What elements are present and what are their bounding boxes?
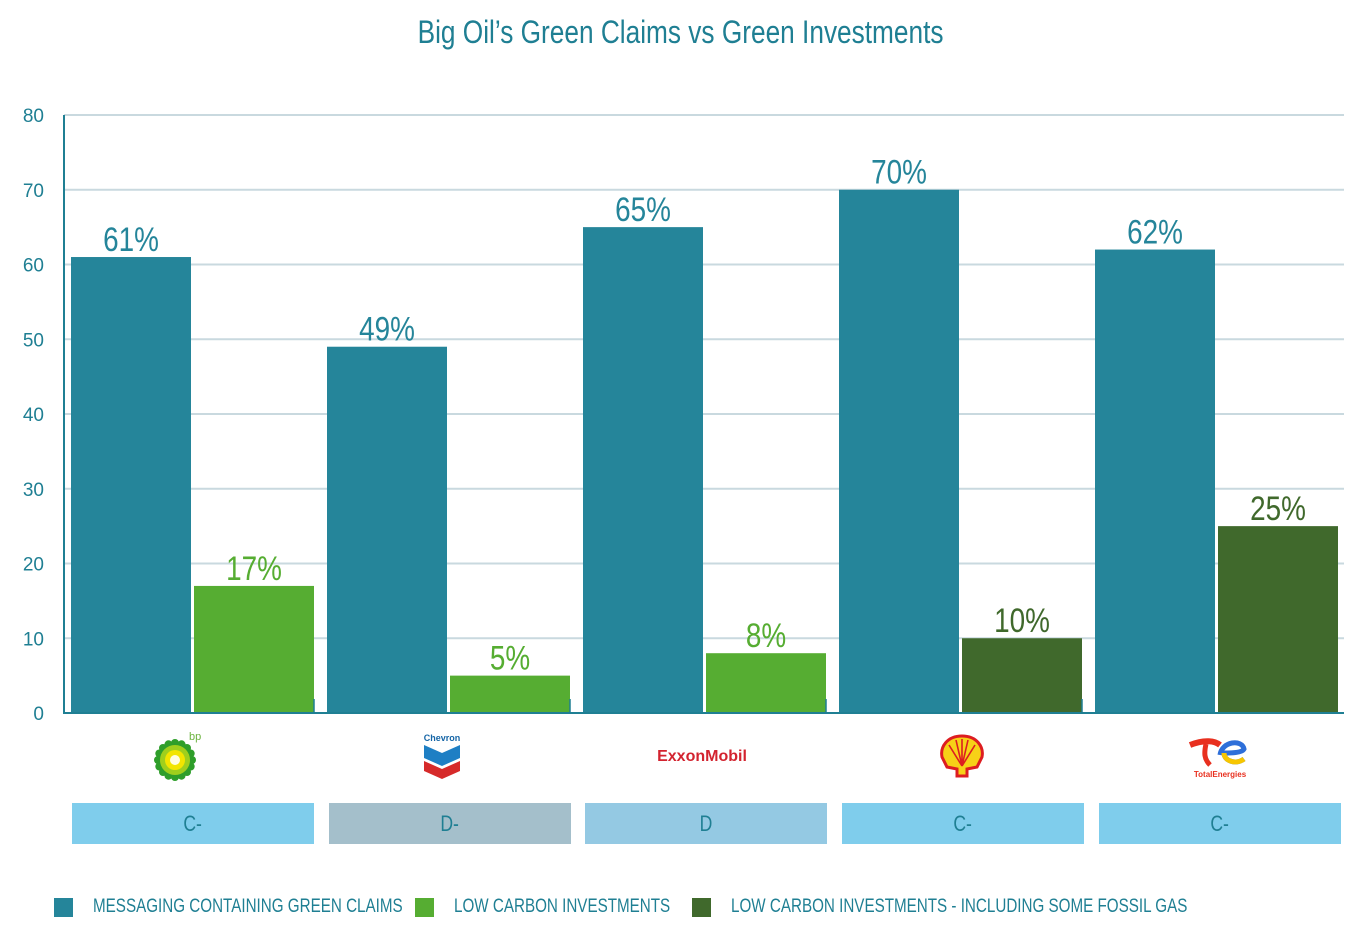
bar-shell-s2 [962, 638, 1082, 713]
value-label: 49% [359, 310, 415, 348]
value-label: 65% [615, 191, 671, 229]
legend-item-claims: MESSAGING CONTAINING GREEN CLAIMS [54, 896, 480, 918]
grade-label: C- [1210, 810, 1230, 836]
bar-bp-s0 [71, 257, 191, 713]
bar-chevron-s0 [327, 346, 447, 713]
y-tick-label: 80 [23, 106, 44, 127]
legend-label: LOW CARBON INVESTMENTS [454, 896, 671, 917]
y-tick-label: 70 [23, 181, 44, 202]
value-label: 5% [490, 639, 530, 677]
value-label: 8% [746, 617, 786, 655]
legend-label: LOW CARBON INVESTMENTS - INCLUDING SOME … [731, 896, 1188, 917]
grade-badge: C- [1099, 803, 1341, 844]
legend-item-low-carbon-gas: LOW CARBON INVESTMENTS - INCLUDING SOME … [692, 896, 1301, 918]
shell-logo [902, 728, 1022, 784]
svg-text:Chevron: Chevron [424, 733, 461, 743]
grade-badge: D [585, 803, 827, 844]
legend-swatch [692, 897, 711, 917]
y-tick-label: 0 [33, 704, 44, 725]
chart-title: Big Oil’s Green Claims vs Green Investme… [417, 14, 944, 50]
legend-item-low-carbon: LOW CARBON INVESTMENTS [415, 896, 724, 918]
totalenergies-logo: TotalEnergies [1160, 728, 1280, 784]
value-label: 70% [871, 153, 927, 191]
bar-totalenergies-s2 [1218, 526, 1338, 713]
value-label: 62% [1127, 213, 1183, 251]
grade-badge: D- [329, 803, 571, 844]
bp-logo: bp [123, 728, 243, 784]
y-axis-ticks: 0 10 20 30 40 50 60 70 80 [23, 106, 44, 725]
chevron-logo: Chevron [382, 728, 502, 784]
bar-totalenergies-s0 [1095, 249, 1215, 714]
value-labels: 61% 17% 49% 5% 65% 8% 70% 10% 62% 25% [103, 153, 1306, 677]
bar-exxonmobil-s0 [583, 227, 703, 713]
axes [63, 115, 1344, 714]
grade-badge: C- [72, 803, 314, 844]
bar-chevron-s1 [450, 675, 570, 713]
legend-label: MESSAGING CONTAINING GREEN CLAIMS [93, 896, 403, 917]
grade-label: D [699, 810, 713, 836]
y-tick-label: 50 [23, 330, 44, 351]
svg-text:ExxonMobil: ExxonMobil [657, 748, 747, 765]
y-tick-label: 10 [23, 629, 44, 650]
grade-label: C- [183, 810, 203, 836]
grade-label: C- [953, 810, 973, 836]
value-label: 61% [103, 220, 159, 258]
legend: MESSAGING CONTAINING GREEN CLAIMS LOW CA… [0, 896, 1360, 926]
value-label: 25% [1250, 490, 1306, 528]
y-tick-label: 20 [23, 555, 44, 576]
value-label: 10% [994, 602, 1050, 640]
y-tick-label: 40 [23, 405, 44, 426]
value-label: 17% [226, 549, 282, 587]
svg-text:TotalEnergies: TotalEnergies [1194, 770, 1247, 779]
bar-chart: 0 10 20 30 40 50 60 70 80 61% 17% 49% 5% 65% 8% 70% 10%… [23, 106, 1344, 725]
grade-badge: C- [842, 803, 1084, 844]
svg-text:bp: bp [189, 731, 201, 743]
y-tick-label: 30 [23, 480, 44, 501]
legend-swatch [54, 897, 73, 917]
bars [71, 189, 1338, 714]
bar-bp-s1 [194, 585, 314, 713]
legend-swatch [415, 897, 434, 917]
y-tick-label: 60 [23, 256, 44, 277]
exxonmobil-logo: ExxonMobil [642, 728, 762, 784]
bar-exxonmobil-s1 [706, 653, 826, 713]
bar-shell-s0 [839, 189, 959, 713]
grade-label: D- [440, 810, 460, 836]
